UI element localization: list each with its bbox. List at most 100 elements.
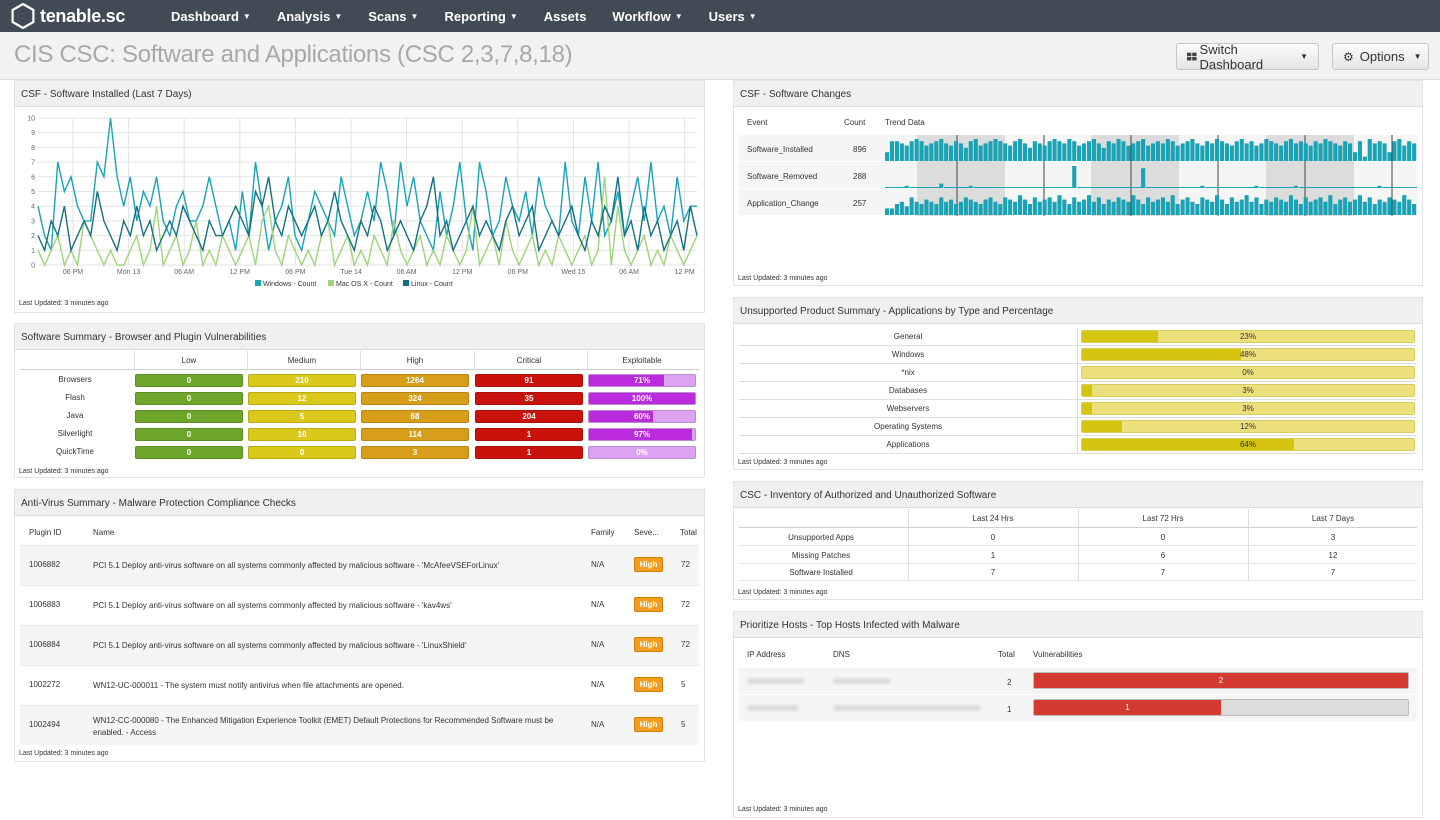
trend-bar [1288, 139, 1293, 161]
table-row[interactable]: Operating Systems 12% [739, 418, 1417, 436]
options-button[interactable]: ⚙ Options ▼ [1332, 43, 1429, 70]
trend-bar [1318, 187, 1324, 188]
medium-cell[interactable]: 10 [248, 428, 356, 441]
high-cell[interactable]: 114 [361, 428, 469, 441]
vulnerabilities-label: 2 [1218, 676, 1224, 685]
critical-cell[interactable]: 91 [475, 374, 583, 387]
trend-bar [1254, 185, 1259, 188]
critical-cell[interactable]: 1 [475, 446, 583, 459]
table-row[interactable]: 1006883 PCI 5.1 Deploy anti-virus softwar… [20, 585, 699, 625]
table-row[interactable]: Application_Change 257 [739, 189, 1417, 216]
high-cell[interactable]: 68 [361, 410, 469, 423]
trend-bar [1392, 141, 1397, 161]
software-installed-panel: CSF - Software Installed (Last 7 Days) 0… [14, 80, 705, 313]
trend-bar [1205, 187, 1211, 188]
nav-analysis[interactable]: Analysis ▼ [264, 0, 355, 32]
trend-bar [983, 187, 989, 188]
trend-bar [1239, 199, 1244, 215]
table-row[interactable]: Software_Installed 896 [739, 135, 1417, 162]
table-row[interactable]: 1006884 PCI 5.1 Deploy anti-virus softwar… [20, 625, 699, 665]
table-row[interactable]: Windows 48% [739, 346, 1417, 364]
table-row[interactable]: Software Installed 7 7 7 [739, 564, 1417, 581]
logo[interactable]: tenable.sc [10, 3, 150, 29]
last-updated: Last Updated: 3 minutes ago [19, 750, 109, 757]
last-updated: Last Updated: 3 minutes ago [19, 468, 109, 475]
table-row[interactable]: Unsupported Apps 0 0 3 [739, 529, 1417, 546]
exploitable-cell[interactable]: 71% [588, 374, 696, 387]
type-label: Applications [886, 440, 930, 449]
trend-bar [1190, 187, 1196, 188]
trend-bar [1091, 139, 1096, 161]
nav-reporting[interactable]: Reporting ▼ [431, 0, 530, 32]
nav-workflow[interactable]: Workflow ▼ [599, 0, 695, 32]
exploitable-cell[interactable]: 0% [588, 446, 696, 459]
nav-dashboard[interactable]: Dashboard ▼ [158, 0, 264, 32]
table-row[interactable]: Applications 64% [739, 436, 1417, 454]
table-row[interactable]: Webservers 3% [739, 400, 1417, 418]
trend-bar [1318, 143, 1323, 161]
low-cell[interactable]: 0 [135, 374, 243, 387]
trend-bar [1298, 141, 1303, 161]
trend-bar [1328, 195, 1333, 215]
trend-bar [1284, 141, 1289, 161]
trend-bar [1111, 143, 1116, 161]
percentage-label: 3% [1242, 386, 1254, 395]
nav-users[interactable]: Users ▼ [696, 0, 770, 32]
nav-label: Scans [368, 8, 407, 24]
type-label: General [893, 332, 923, 341]
medium-cell[interactable]: 0 [248, 446, 356, 459]
nav-scans[interactable]: Scans ▼ [355, 0, 431, 32]
medium-cell[interactable]: 12 [248, 392, 356, 405]
exploitable-fill [589, 393, 695, 404]
trend-bar [1190, 201, 1195, 215]
trend-bar [1288, 195, 1293, 215]
high-cell[interactable]: 1264 [361, 374, 469, 387]
trend-bar [1288, 187, 1294, 188]
low-cell[interactable]: 0 [135, 392, 243, 405]
column-divider [247, 351, 248, 370]
critical-cell[interactable]: 35 [475, 392, 583, 405]
vulnerabilities-fill [1034, 673, 1408, 688]
trend-bar [973, 139, 978, 161]
switch-dashboard-button[interactable]: Switch Dashboard ▼ [1176, 42, 1319, 72]
legend-swatch [255, 280, 261, 286]
table-row[interactable]: Databases 3% [739, 382, 1417, 400]
trend-bar [1372, 187, 1378, 188]
trend-bar [1264, 187, 1270, 188]
total: 72 [681, 640, 690, 649]
medium-cell[interactable]: 5 [248, 410, 356, 423]
trend-bar [983, 143, 988, 161]
table-row[interactable]: Missing Patches 1 6 12 [739, 547, 1417, 564]
critical-cell[interactable]: 204 [475, 410, 583, 423]
y-tick-label: 6 [31, 174, 35, 181]
table-row[interactable]: Software_Removed 288 [739, 162, 1417, 189]
nav-assets[interactable]: Assets [531, 0, 600, 32]
exploitable-cell[interactable]: 97% [588, 428, 696, 441]
trend-bar [1318, 197, 1323, 215]
nav-label: Reporting [444, 8, 506, 24]
panel-title: Prioritize Hosts - Top Hosts Infected wi… [734, 612, 1422, 638]
low-cell[interactable]: 0 [135, 410, 243, 423]
low-cell[interactable]: 0 [135, 446, 243, 459]
column-header: Exploitable [622, 356, 662, 365]
table-row[interactable]: 1002272 WN12-UC-000011 - The system must … [20, 665, 699, 705]
high-cell[interactable]: 324 [361, 392, 469, 405]
critical-cell[interactable]: 1 [475, 428, 583, 441]
table-row[interactable]: General 23% [739, 328, 1417, 346]
table-row[interactable]: 1006882 PCI 5.1 Deploy anti-virus softwar… [20, 545, 699, 585]
low-cell[interactable]: 0 [135, 428, 243, 441]
trend-bar [1155, 141, 1160, 161]
trend-sparkbar [885, 189, 1417, 216]
table-row[interactable]: *nix 0% [739, 364, 1417, 382]
high-cell[interactable]: 3 [361, 446, 469, 459]
exploitable-cell[interactable]: 100% [588, 392, 696, 405]
trend-bar [1022, 199, 1027, 215]
caret-down-icon: ▼ [242, 11, 251, 21]
plugin-id: 1006883 [29, 600, 61, 609]
trend-bar [1091, 187, 1097, 188]
table-row[interactable]: 1002494 WN12-CC-000080 - The Enhanced Mit… [20, 705, 699, 745]
exploitable-cell[interactable]: 60% [588, 410, 696, 423]
medium-cell[interactable]: 210 [248, 374, 356, 387]
